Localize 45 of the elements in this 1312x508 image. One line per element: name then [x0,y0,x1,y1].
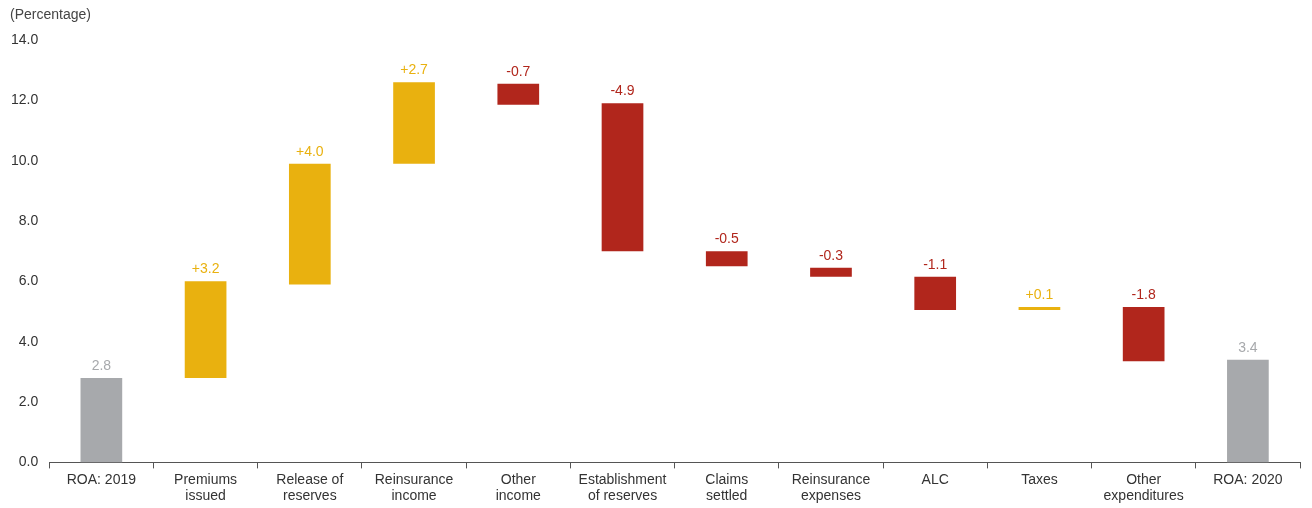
bar [914,276,957,311]
x-tick-label: ROA: 2019 [66,470,137,487]
x-tick-label: ALC [921,470,949,487]
data-label: -0.3 [818,246,844,263]
x-tick-label: Establishment of reserves [578,470,667,504]
data-label: -0.7 [506,62,531,79]
y-tick-label: 4.0 [18,332,39,349]
x-tick-label: Other expenditures [1103,470,1184,504]
bar [288,163,331,285]
y-tick-label: 12.0 [11,91,39,108]
data-label: +0.1 [1025,285,1054,302]
data-label: -0.5 [714,230,740,247]
x-tick-label: Reinsurance income [374,470,454,504]
data-label: -4.9 [610,82,635,99]
bar [705,251,748,267]
data-label: +3.2 [191,260,220,277]
data-label: -1.1 [923,255,948,272]
y-tick-label: 0.0 [18,453,39,470]
y-tick-label: 6.0 [18,272,39,289]
bar [1122,307,1165,362]
bar [810,267,852,277]
data-label: -1.8 [1131,285,1156,302]
bar [80,377,123,463]
bar [1227,359,1269,463]
bar [184,281,227,378]
data-label: 3.4 [1238,338,1258,355]
x-tick-label: Claims settled [705,470,749,504]
data-label: +4.0 [296,142,324,159]
y-axis-title: (Percentage) [10,5,91,22]
y-tick-label: 14.0 [11,30,39,47]
x-tick-label: Taxes [1021,470,1058,487]
x-tick-label: Other income [495,470,542,504]
y-tick-label: 10.0 [11,151,39,168]
x-tick-label: Reinsurance expenses [791,470,871,504]
data-label: +2.7 [400,61,429,78]
bar [497,83,540,105]
y-tick-label: 8.0 [18,211,39,228]
data-label: 2.8 [91,356,112,373]
bar [601,103,644,252]
bar [393,82,435,164]
x-tick-label: Release of reserves [276,470,344,504]
x-tick-label: Premiums issued [174,470,238,504]
bar [1018,307,1061,311]
x-tick-label: ROA: 2020 [1213,470,1283,487]
y-tick-label: 2.0 [18,392,39,409]
